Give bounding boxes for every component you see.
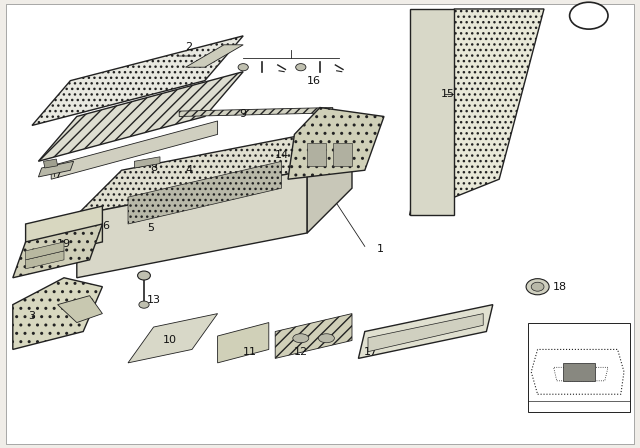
Text: 5: 5 [147, 224, 154, 233]
Text: 19: 19 [57, 239, 71, 249]
Text: 2: 2 [185, 42, 193, 52]
Polygon shape [44, 159, 58, 168]
Polygon shape [333, 143, 352, 166]
Text: 11: 11 [243, 347, 257, 357]
Polygon shape [128, 314, 218, 363]
Polygon shape [77, 170, 307, 278]
Text: 13: 13 [147, 295, 161, 305]
Ellipse shape [319, 334, 334, 343]
Circle shape [138, 271, 150, 280]
Circle shape [526, 279, 549, 295]
Circle shape [296, 64, 306, 71]
Text: 18: 18 [553, 282, 567, 292]
Polygon shape [58, 296, 102, 323]
Polygon shape [275, 314, 352, 358]
Polygon shape [307, 143, 326, 166]
Text: 7: 7 [54, 170, 61, 180]
Text: 4: 4 [185, 165, 193, 175]
Circle shape [238, 64, 248, 71]
Polygon shape [26, 206, 102, 260]
Polygon shape [77, 125, 352, 215]
Polygon shape [179, 108, 333, 116]
Text: 6: 6 [102, 221, 109, 231]
Text: 00 2 176: 00 2 176 [561, 402, 598, 411]
Polygon shape [410, 9, 454, 215]
Polygon shape [134, 157, 160, 168]
Polygon shape [38, 161, 74, 177]
Polygon shape [368, 314, 483, 352]
Polygon shape [26, 251, 64, 269]
Circle shape [531, 282, 544, 291]
Text: 8: 8 [150, 163, 157, 173]
Polygon shape [358, 305, 493, 358]
Polygon shape [186, 45, 243, 67]
Circle shape [570, 2, 608, 29]
Text: 12: 12 [294, 347, 308, 357]
Text: 15: 15 [441, 89, 455, 99]
Polygon shape [528, 323, 630, 412]
Polygon shape [13, 278, 102, 349]
Text: 1: 1 [378, 244, 384, 254]
Polygon shape [563, 363, 595, 381]
Polygon shape [13, 224, 102, 278]
Text: 18: 18 [581, 11, 596, 21]
Polygon shape [51, 121, 218, 179]
Polygon shape [32, 36, 243, 125]
Polygon shape [410, 9, 544, 215]
Text: 16: 16 [307, 76, 321, 86]
Polygon shape [288, 108, 384, 179]
Polygon shape [26, 242, 64, 260]
Text: 9: 9 [239, 109, 247, 119]
Text: 3: 3 [29, 311, 35, 321]
Polygon shape [38, 72, 243, 161]
Polygon shape [6, 4, 634, 444]
Ellipse shape [292, 334, 308, 343]
Polygon shape [128, 161, 282, 224]
Polygon shape [218, 323, 269, 363]
Polygon shape [307, 125, 352, 233]
Text: 14: 14 [275, 150, 289, 159]
Text: 10: 10 [163, 336, 177, 345]
Circle shape [139, 301, 149, 308]
Text: 17: 17 [364, 347, 378, 357]
